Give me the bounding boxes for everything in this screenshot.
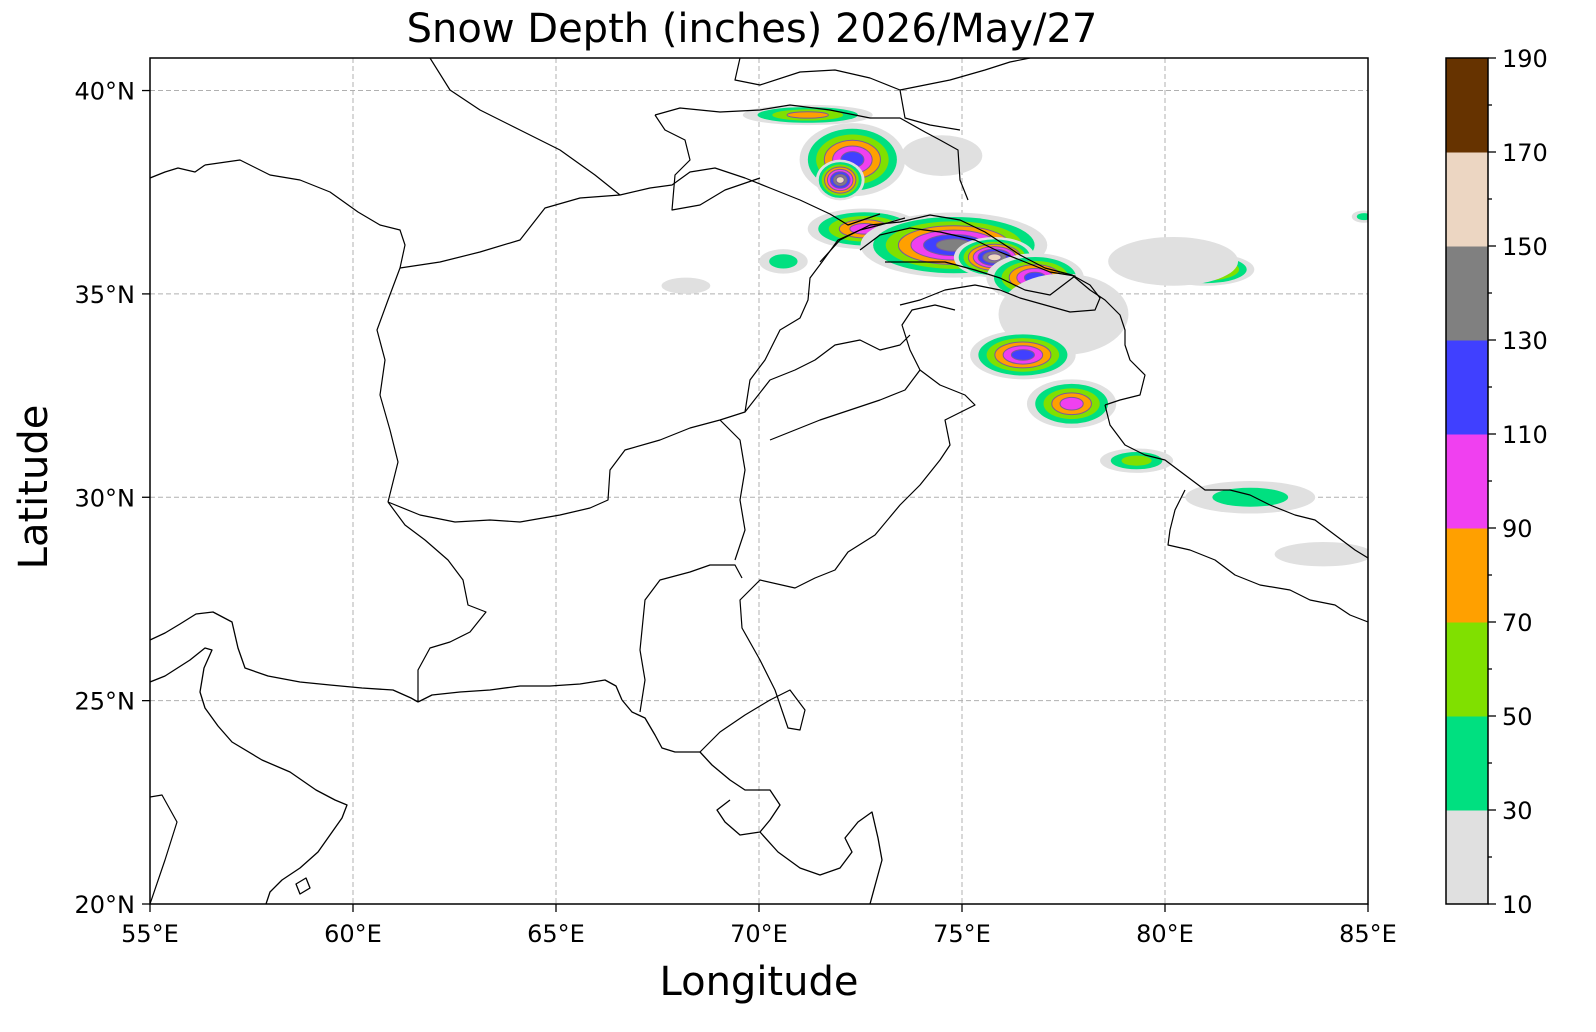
snow-depth-contours — [661, 104, 1368, 567]
snow-contour-level-10 — [661, 277, 711, 294]
snow-contour-level-30 — [1212, 487, 1289, 507]
india-west-coastline — [759, 811, 883, 904]
nepal-border — [1167, 489, 1368, 623]
colorbar-segment — [1446, 152, 1488, 247]
y-tick-label: 35°N — [75, 281, 136, 309]
x-tick-label: 65°E — [527, 920, 585, 948]
kashmir-boundary — [819, 214, 1101, 313]
central-asia-borders — [429, 58, 621, 196]
snow-region — [1274, 542, 1368, 567]
kyrgyz-china-border — [899, 89, 961, 131]
colorbar-tick-label: 50 — [1502, 703, 1533, 731]
map-outlines — [150, 58, 1368, 904]
y-tick-label: 25°N — [75, 688, 136, 716]
snow-region — [1185, 481, 1316, 514]
snow-contour-level-10 — [901, 135, 983, 176]
kyrgyz-border — [654, 114, 761, 211]
colorbar-tick-label: 130 — [1502, 327, 1548, 355]
x-tick-label: 70°E — [730, 920, 788, 948]
colorbar-segment — [1446, 58, 1488, 153]
snow-region — [661, 277, 711, 294]
colorbar-segment — [1446, 528, 1488, 623]
colorbar-segment — [1446, 246, 1488, 341]
plot-background — [150, 58, 1368, 904]
colorbar-segment — [1446, 810, 1488, 905]
y-tick-label: 30°N — [75, 484, 136, 512]
snow-contour-level-30 — [1356, 213, 1368, 221]
colorbar: 10 30 50 70 90 110 130 150 170 190 — [1445, 45, 1548, 919]
snow-region — [970, 330, 1076, 380]
north-border — [734, 58, 1031, 91]
snow-region — [759, 249, 808, 274]
snow-contour-level-90 — [1059, 396, 1084, 411]
y-tick-label: 20°N — [75, 891, 136, 919]
island-1 — [295, 877, 311, 895]
snow-region — [1351, 210, 1368, 223]
india-china-border — [1104, 404, 1368, 559]
map-plot-area — [149, 57, 1369, 905]
colorbar-segment — [1446, 340, 1488, 435]
afghanistan-north-border — [399, 167, 881, 269]
x-tick-label: 75°E — [933, 920, 991, 948]
colorbar-tick-label: 170 — [1502, 139, 1548, 167]
india-state-boundary-4 — [769, 369, 921, 441]
map-title: Snow Depth (inches) 2026/May/27 — [407, 6, 1098, 52]
snow-contour-level-50 — [1121, 455, 1152, 466]
colorbar-tick-label: 150 — [1502, 233, 1548, 261]
snow-contour-level-70 — [786, 111, 829, 119]
iran-coastline — [417, 679, 623, 703]
pakistan-india-border — [699, 304, 976, 753]
snow-region — [815, 159, 865, 201]
snow-contour-level-110 — [1010, 349, 1035, 361]
colorbar-segment — [1446, 434, 1488, 529]
x-tick-label: 55°E — [121, 920, 179, 948]
iran-afghanistan-border — [376, 267, 401, 503]
colorbar-tick-label: 30 — [1502, 797, 1533, 825]
x-axis-label: Longitude — [660, 959, 859, 1005]
arabian-inland-border — [150, 794, 178, 904]
x-tick-label: 60°E — [324, 920, 382, 948]
y-axis-label: Latitude — [11, 405, 57, 570]
colorbar-tick-label: 10 — [1502, 891, 1533, 919]
snow-contour-level-150 — [987, 253, 1002, 262]
snow-contour-level-150 — [835, 176, 845, 184]
snow-contour-level-30 — [769, 254, 798, 269]
colorbar-segment — [1446, 622, 1488, 717]
colorbar-tick-label: 90 — [1502, 515, 1533, 543]
tajik-border — [654, 104, 969, 201]
x-axis: 55°E 60°E 65°E 70°E 75°E 80°E 85°E — [121, 904, 1397, 948]
snow-region — [1026, 379, 1117, 429]
x-tick-label: 85°E — [1339, 920, 1397, 948]
caspian-sea — [150, 164, 206, 179]
iran-north-border — [204, 159, 406, 269]
india-state-boundary-1 — [639, 564, 743, 713]
snow-region — [901, 135, 983, 176]
y-axis: 20°N 25°N 30°N 35°N 40°N — [75, 78, 150, 919]
gujarat-coastline — [699, 751, 781, 836]
gridlines — [150, 58, 1368, 904]
india-state-boundary-3 — [744, 334, 911, 413]
y-tick-label: 40°N — [75, 78, 136, 106]
arabian-coastline — [150, 647, 348, 904]
snow-contour-level-10 — [1108, 236, 1239, 286]
colorbar-tick-label: 70 — [1502, 609, 1533, 637]
snow-region — [1108, 236, 1239, 286]
colorbar-tick-label: 190 — [1502, 45, 1548, 73]
ladakh-boundary — [859, 227, 1076, 296]
x-tick-label: 80°E — [1136, 920, 1194, 948]
iran-pakistan-border — [387, 501, 487, 702]
india-state-boundary-2 — [719, 419, 746, 561]
ladakh-east-border — [1071, 274, 1146, 406]
pakistan-coastline — [621, 699, 700, 753]
oman-coastline — [150, 611, 419, 703]
colorbar-segment — [1446, 716, 1488, 811]
snow-contour-level-10 — [1274, 542, 1368, 567]
colorbar-tick-label: 110 — [1502, 421, 1548, 449]
snow-region — [1100, 448, 1174, 473]
